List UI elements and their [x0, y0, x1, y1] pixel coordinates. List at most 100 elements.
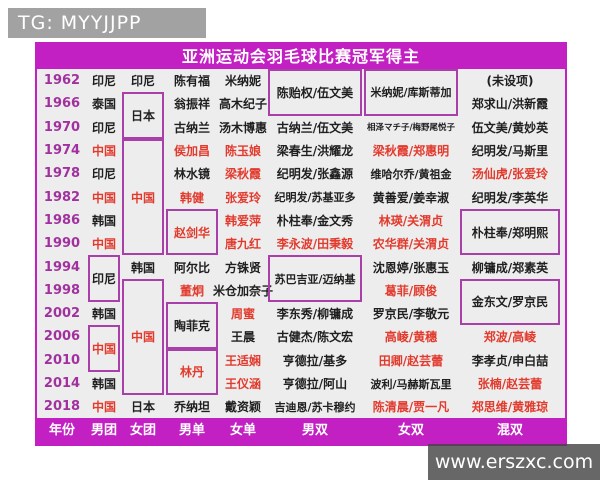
cell-men-singles-row3: 古纳兰	[173, 120, 210, 135]
cell-year-row12: 2006	[43, 329, 81, 345]
cell-women-doubles-row4: 梁秋霞/郑惠明	[372, 144, 450, 159]
cell-women-doubles-row13: 田卿/赵芸蕾	[378, 353, 444, 368]
cell-men-doubles-row14: 亨德拉/阿山	[282, 377, 348, 391]
cell-men-singles-row10: 董炯	[179, 283, 204, 298]
website-watermark: www.erszxc.com	[428, 444, 600, 480]
column-header-men-doubles: 男双	[301, 423, 328, 439]
cell-women-singles-row15: 戴资颖	[224, 400, 261, 415]
cell-year-row15: 2018	[43, 399, 81, 415]
cell-year-row7: 1986	[43, 212, 81, 228]
cell-men-team-row8: 中国	[91, 237, 116, 252]
column-header-year: 年份	[48, 423, 75, 439]
cell-year-row1: 1962	[43, 73, 81, 89]
cell-women-singles-row5: 梁秋霞	[224, 167, 261, 182]
cell-women-singles-row6: 张爱玲	[224, 190, 261, 205]
cell-women-singles-row13: 王适娴	[224, 353, 261, 368]
cell-men-singles-row4: 侯加昌	[173, 144, 210, 159]
cell-women-doubles-row1: 米纳妮/库斯蒂加	[364, 69, 458, 116]
cell-men-team-row11: 韩国	[91, 307, 116, 322]
cell-men-doubles-row3: 古纳兰/伍文美	[276, 120, 354, 135]
cell-women-singles-row10: 米仓加奈子	[213, 283, 274, 298]
cell-men-doubles-row13: 亨德拉/基多	[282, 353, 348, 368]
cell-women-doubles-row9: 沈恩婷/张惠玉	[372, 260, 450, 275]
column-header-men-team: 男团	[90, 423, 117, 439]
cell-men-team-row15: 中国	[91, 400, 116, 415]
cell-women-singles-row8: 唐九红	[224, 237, 261, 252]
cell-year-row10: 1998	[43, 282, 81, 298]
cell-women-doubles-row12: 高崚/黄穗	[384, 330, 438, 345]
cell-men-doubles-row7: 朴柱奉/金文秀	[276, 213, 354, 228]
cell-women-singles-row1: 米纳妮	[224, 74, 261, 89]
cell-men-doubles-row5: 纪明发/张鑫源	[276, 167, 354, 182]
column-header-men-singles: 男单	[178, 423, 205, 439]
cell-women-singles-row7: 韩爱萍	[224, 213, 261, 228]
cell-mixed-doubles-row7: 朴柱奉/郑明熙	[460, 208, 560, 256]
cell-men-team-row3: 印尼	[91, 120, 116, 135]
cell-men-doubles-row15: 吉迪恩/苏卡穆约	[274, 400, 356, 414]
cell-men-singles-row7: 赵剑华	[166, 208, 218, 256]
cell-men-doubles-row12: 古健杰/陈文宏	[276, 330, 354, 345]
cell-mixed-doubles-row5: 汤仙虎/张爱玲	[471, 167, 549, 182]
cell-men-team-row2: 泰国	[91, 97, 116, 112]
cell-mixed-doubles-row13: 李孝贞/申白喆	[471, 353, 549, 368]
cell-women-team-row10: 中国	[122, 278, 164, 396]
cell-men-singles-row6: 韩健	[179, 190, 204, 205]
cell-men-singles-row5: 林水镜	[173, 167, 210, 182]
cell-women-doubles-row3: 相泽マチ子/梅野尾悦子	[366, 123, 456, 134]
cell-women-singles-row4: 陈玉娘	[224, 144, 261, 159]
cell-women-doubles-row8: 农华群/关渭贞	[372, 237, 450, 252]
cell-men-singles-row2: 翁振祥	[173, 97, 210, 112]
cell-men-team-row9: 印尼	[88, 255, 120, 302]
column-header-mixed-doubles: 混双	[496, 423, 523, 439]
cell-mixed-doubles-row15: 郑思维/黄雅琼	[471, 400, 549, 415]
cell-men-team-row5: 印尼	[91, 167, 116, 182]
column-headers: 年份 男团 女团 男单 女单 男双 女双 混双	[37, 418, 565, 445]
cell-women-doubles-row14: 波利/马赫斯瓦里	[370, 377, 452, 391]
cell-women-singles-row12: 王晨	[230, 330, 255, 345]
cell-women-doubles-row11: 罗京民/李敬元	[372, 307, 450, 322]
cell-women-team-row2: 日本	[122, 92, 164, 139]
cell-women-team-row15: 日本	[130, 400, 155, 415]
cell-women-doubles-row7: 林瑛/关渭贞	[378, 213, 444, 228]
cell-men-team-row1: 印尼	[91, 74, 116, 89]
cell-men-doubles-row11: 李东秀/柳镛成	[276, 307, 354, 322]
cell-year-row9: 1994	[43, 259, 81, 275]
cell-men-singles-row1: 陈有福	[173, 74, 210, 89]
cell-women-doubles-row15: 陈清晨/贾一凡	[372, 400, 450, 415]
cell-mixed-doubles-row2: 郑求山/洪新霞	[471, 97, 549, 112]
results-grid: 1962 1966 1970 1974 1978 1982 1986 1990 1994 1998…	[37, 69, 565, 418]
cell-year-row2: 1966	[43, 96, 81, 112]
cell-men-team-row4: 中国	[91, 144, 116, 159]
column-header-women-doubles: 女双	[397, 423, 424, 439]
champions-table: 亚洲运动会羽毛球比赛冠军得主 1962 1966 1970 1974 1978 1982 1…	[35, 42, 567, 447]
cell-year-row14: 2014	[43, 376, 81, 391]
cell-mixed-doubles-row12: 郑波/高崚	[483, 330, 537, 345]
table-title: 亚洲运动会羽毛球比赛冠军得主	[37, 44, 565, 69]
cell-men-singles-row15: 乔纳坦	[173, 400, 210, 415]
cell-women-singles-row2: 高木纪子	[219, 97, 268, 112]
cell-women-singles-row3: 汤木博惠	[219, 120, 268, 135]
cell-women-singles-row11: 周蜜	[230, 307, 255, 322]
cell-year-row4: 1974	[43, 143, 81, 159]
cell-men-doubles-row9: 苏巴吉亚/迈纳基	[268, 255, 362, 302]
column-header-women-singles: 女单	[229, 423, 256, 439]
cell-mixed-doubles-row4: 纪明发/马斯里	[471, 144, 549, 159]
column-header-women-team: 女团	[129, 423, 156, 439]
cell-year-row8: 1990	[43, 236, 81, 252]
cell-men-doubles-row4: 梁春生/洪耀龙	[276, 144, 354, 159]
cell-mixed-doubles-row14: 张楠/赵芸蕾	[477, 377, 543, 391]
cell-men-team-row14: 韩国	[91, 377, 116, 391]
cell-women-doubles-row6: 黄善爱/姜幸淑	[372, 190, 450, 205]
cell-year-row13: 2010	[43, 352, 81, 368]
cell-men-doubles-row1: 陈贻权/伍文美	[268, 69, 362, 116]
cell-men-doubles-row6: 纪明发/苏基亚多	[274, 191, 356, 205]
cell-mixed-doubles-row10: 金东文/罗京民	[460, 278, 560, 326]
cell-mixed-doubles-row9: 柳镛成/郑素英	[471, 260, 549, 275]
cell-women-team-row9: 韩国	[130, 260, 155, 275]
cell-men-team-row12: 中国	[88, 325, 120, 372]
cell-women-doubles-row5: 维哈尔乔/黄祖金	[370, 167, 452, 181]
cell-year-row11: 2002	[43, 306, 81, 322]
cell-men-doubles-row8: 李永波/田秉毅	[276, 237, 354, 252]
cell-men-singles-row11: 陶菲克	[166, 301, 218, 349]
cell-men-team-row7: 韩国	[91, 213, 116, 228]
